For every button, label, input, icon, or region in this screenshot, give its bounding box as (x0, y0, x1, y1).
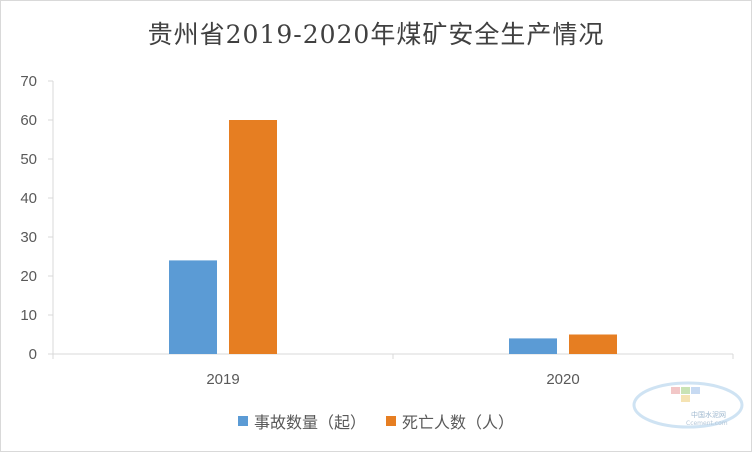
legend-item-deaths: 死亡人数（人） (386, 409, 514, 433)
bar-accidents-2019 (169, 260, 217, 354)
legend-label-accidents: 事故数量（起） (253, 413, 366, 432)
bar-deaths-2020 (569, 334, 617, 354)
legend-item-accidents: 事故数量（起） (237, 409, 366, 433)
legend: 事故数量（起） 死亡人数（人） (1, 409, 751, 433)
y-tick-label: 40 (20, 190, 37, 207)
y-tick-label: 50 (20, 151, 37, 168)
y-tick-label: 60 (20, 112, 37, 129)
y-tick-label: 10 (20, 307, 37, 324)
legend-label-deaths: 死亡人数（人） (402, 413, 515, 432)
watermark-text-cn: 中国水泥网 (691, 410, 726, 419)
watermark-text-en: Ccement.com (686, 420, 728, 427)
bar-deaths-2019 (229, 120, 277, 354)
x-tick-label: 2019 (206, 371, 239, 388)
y-tick-label: 20 (20, 268, 37, 285)
bar-accidents-2020 (509, 338, 557, 354)
legend-swatch-accidents (237, 416, 248, 426)
y-tick-label: 70 (20, 73, 37, 90)
y-tick-label: 30 (20, 229, 37, 246)
x-tick-label: 2020 (546, 371, 579, 388)
chart-title: 贵州省2019-2020年煤矿安全生产情况 (147, 20, 605, 49)
watermark-logo: 中国水泥网 Ccement.com (632, 381, 744, 429)
legend-swatch-deaths (386, 416, 396, 426)
y-tick-label: 0 (29, 346, 37, 363)
